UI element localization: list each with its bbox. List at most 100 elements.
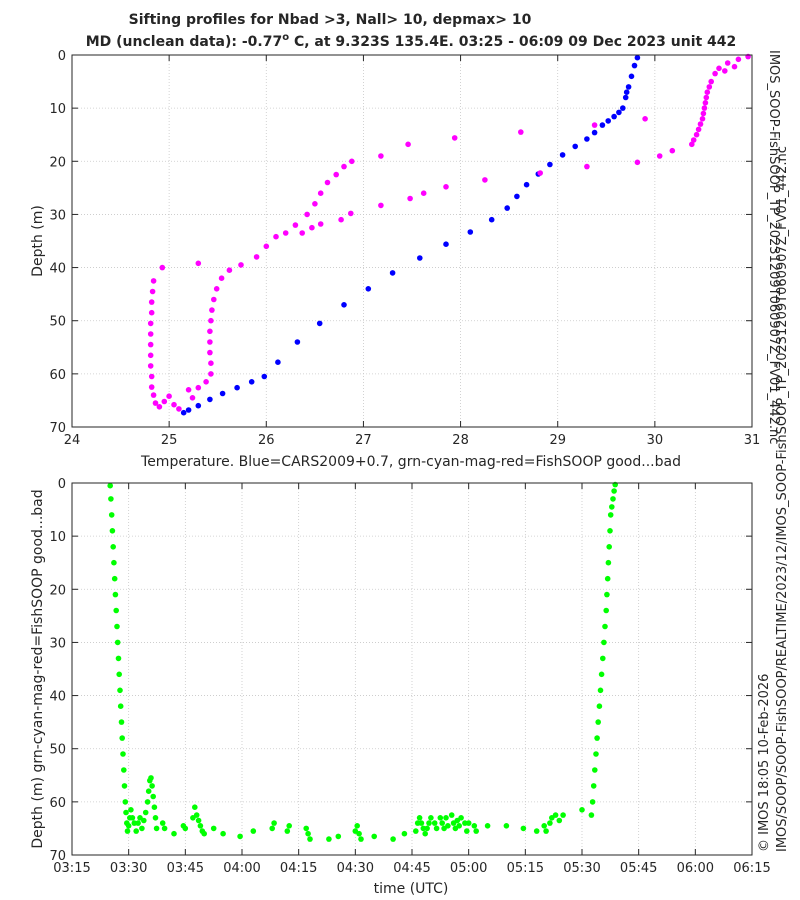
- side-path: IMOS/SOOP/SOOP-FishSOOP/REALTIME/2023/12…: [775, 146, 790, 852]
- data-point: [605, 559, 612, 566]
- data-point: [445, 823, 451, 829]
- data-point: [731, 63, 738, 70]
- data-point: [128, 807, 134, 813]
- data-point: [407, 195, 413, 202]
- data-point: [537, 170, 543, 176]
- data-point: [303, 825, 310, 832]
- data-point: [543, 828, 549, 834]
- data-point: [431, 820, 438, 826]
- data-point: [152, 815, 159, 821]
- data-point: [119, 735, 125, 741]
- time-depth-chart: 03:15 03:30 03:45 04:00 04:15 04:30 04:45 05:00…: [30, 477, 771, 897]
- data-point: [121, 783, 128, 789]
- data-point: [389, 270, 396, 276]
- data-point: [269, 825, 276, 832]
- data-point: [365, 286, 372, 292]
- data-point: [282, 230, 289, 236]
- data-point: [161, 398, 168, 405]
- data-point: [309, 224, 315, 231]
- data-point: [195, 817, 202, 824]
- data-point: [503, 823, 510, 829]
- data-point: [422, 830, 429, 837]
- data-point: [149, 783, 155, 789]
- x-tick-label: 28: [452, 433, 469, 448]
- data-point: [628, 73, 635, 80]
- data-point: [484, 823, 491, 829]
- data-point: [625, 84, 632, 90]
- data-point: [700, 110, 707, 117]
- data-point: [226, 267, 233, 274]
- bottom-series: [107, 481, 618, 842]
- data-point: [234, 384, 240, 391]
- data-point: [634, 54, 641, 61]
- data-point: [378, 202, 384, 209]
- data-point: [108, 512, 115, 518]
- data-point: [424, 825, 430, 832]
- data-point: [114, 623, 120, 630]
- data-point: [148, 384, 155, 390]
- data-point: [482, 177, 488, 183]
- data-point: [588, 812, 595, 818]
- data-point: [335, 833, 342, 840]
- y-tick-label: 10: [49, 530, 66, 545]
- x-tick-label: 05:15: [507, 861, 544, 876]
- top-x-axis-label: Temperature. Blue=CARS2009+0.7, grn-cyan…: [140, 454, 681, 470]
- side-copyright: © IMOS 18:05 10-Feb-2026: [757, 674, 772, 852]
- bottom-grid: [72, 483, 752, 855]
- y-tick-label: 40: [49, 690, 66, 705]
- top-series: [147, 53, 751, 416]
- data-point: [317, 221, 324, 227]
- data-point: [208, 360, 214, 367]
- data-point: [603, 607, 609, 614]
- x-tick-label: 03:45: [167, 861, 204, 876]
- data-point: [171, 830, 177, 837]
- data-point: [593, 751, 599, 757]
- data-point: [605, 118, 611, 124]
- data-point: [690, 137, 697, 143]
- data-point: [166, 393, 172, 400]
- data-point: [159, 264, 166, 271]
- data-point: [622, 94, 629, 101]
- data-point: [716, 65, 722, 72]
- data-point: [611, 113, 617, 120]
- data-point: [195, 402, 202, 409]
- data-point: [552, 812, 559, 818]
- data-point: [589, 799, 596, 805]
- data-point: [150, 278, 157, 284]
- data-point: [371, 833, 378, 840]
- data-point: [108, 496, 114, 502]
- y-tick-label: 20: [49, 155, 66, 170]
- data-point: [609, 504, 615, 510]
- data-point: [193, 812, 200, 818]
- data-point: [144, 799, 151, 805]
- data-point: [456, 823, 463, 829]
- data-point: [305, 830, 311, 837]
- data-point: [735, 56, 742, 63]
- data-point: [133, 828, 139, 834]
- x-tick-label: 04:30: [337, 861, 374, 876]
- data-point: [458, 815, 464, 821]
- data-point: [523, 181, 530, 188]
- data-point: [426, 820, 432, 826]
- data-point: [207, 396, 213, 403]
- data-point: [153, 825, 160, 832]
- data-point: [176, 406, 182, 412]
- data-point: [354, 823, 361, 829]
- data-point: [122, 799, 129, 805]
- data-point: [437, 815, 444, 821]
- data-point: [584, 136, 590, 142]
- y-tick-label: 40: [49, 262, 66, 277]
- data-point: [292, 222, 299, 228]
- data-point: [218, 275, 225, 282]
- data-point: [207, 328, 213, 335]
- data-point: [326, 836, 332, 842]
- x-tick-label: 25: [161, 433, 178, 448]
- data-point: [689, 141, 695, 148]
- data-point: [147, 320, 154, 327]
- data-point: [547, 820, 553, 826]
- data-point: [324, 179, 331, 186]
- data-point: [107, 482, 113, 489]
- data-point: [150, 392, 157, 398]
- data-point: [147, 331, 154, 337]
- data-point: [135, 820, 141, 826]
